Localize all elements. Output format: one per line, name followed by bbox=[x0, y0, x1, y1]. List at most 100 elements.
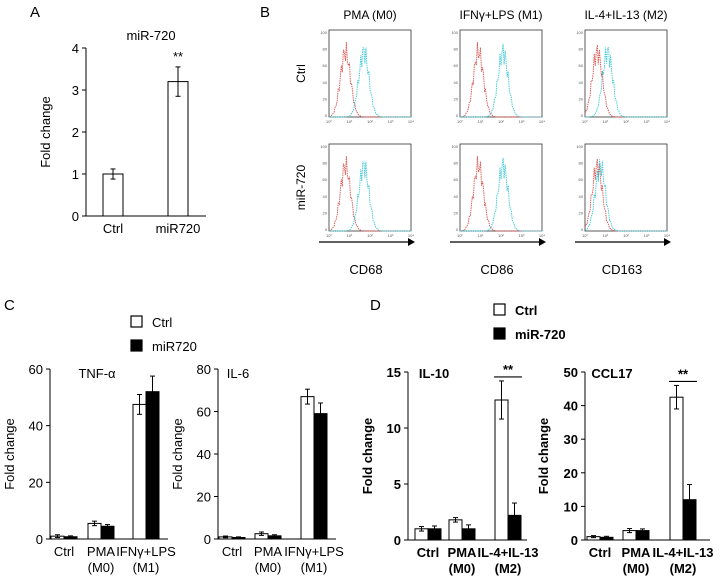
y-tick-label: 3 bbox=[72, 83, 79, 98]
chart-title: CCL17 bbox=[591, 366, 632, 381]
y-tick-label: 10 bbox=[387, 421, 401, 436]
histogram-x-tick: 10² bbox=[623, 119, 629, 124]
histogram-y-tick: 40 bbox=[454, 194, 459, 199]
y-axis-label: Fold change bbox=[360, 418, 375, 495]
histogram-frame-0-2 bbox=[584, 29, 668, 118]
isotype-histogram-0-0 bbox=[328, 42, 411, 118]
category-label-1: PMA (M0) bbox=[622, 545, 652, 576]
stain-histogram-0-1 bbox=[460, 43, 542, 118]
stain-histogram-0-2 bbox=[585, 47, 667, 118]
condition-header-2: IL-4+IL-13 (M2) bbox=[584, 8, 667, 22]
category-label-1: PMA (M0) bbox=[448, 545, 478, 576]
histogram-x-tick: 10⁰ bbox=[582, 119, 588, 124]
histogram-x-tick: 10³ bbox=[644, 119, 650, 124]
histogram-frame-1-0 bbox=[328, 143, 412, 232]
chart-title: IL-6 bbox=[227, 366, 249, 381]
y-tick-label: 0 bbox=[72, 209, 79, 224]
y-tick-label: 15 bbox=[387, 365, 401, 380]
histogram-x-tick: 10⁰ bbox=[457, 119, 463, 124]
histogram-x-tick: 10² bbox=[367, 233, 373, 238]
isotype-histogram-1-1 bbox=[459, 156, 542, 232]
legend-swatch-1 bbox=[130, 339, 143, 352]
histogram-y-tick: 40 bbox=[323, 80, 328, 85]
histogram-x-tick: 10³ bbox=[388, 119, 394, 124]
legend-label-1: miR720 bbox=[152, 339, 197, 354]
bar-fold-change-1 bbox=[167, 81, 189, 217]
row-label-0: Ctrl bbox=[294, 64, 308, 83]
stain-histogram-1-1 bbox=[460, 157, 542, 232]
category-label-0: Ctrl bbox=[54, 544, 74, 559]
category-label-0: Ctrl bbox=[103, 221, 123, 236]
y-tick-label: 10 bbox=[564, 499, 578, 514]
legend-swatch-1 bbox=[493, 327, 506, 340]
bar-fold-change-0 bbox=[102, 173, 124, 217]
histogram-frame-0-1 bbox=[459, 29, 543, 118]
chart-mir720-fold-change: 0 1 2 3 4 Fold change miR-720 Ctrl miR720 ** bbox=[38, 28, 206, 236]
histogram-x-tick: 10¹ bbox=[603, 233, 609, 238]
legend-swatch-0 bbox=[130, 315, 143, 328]
histogram-x-tick: 10¹ bbox=[478, 233, 484, 238]
row-label-1: miR-720 bbox=[294, 165, 308, 211]
histogram-x-tick: 10⁴ bbox=[408, 119, 414, 124]
histogram-frame-1-1 bbox=[459, 143, 543, 232]
panel-letter-a: A bbox=[30, 4, 40, 21]
y-tick-label: 4 bbox=[72, 41, 79, 56]
y-tick-label: 1 bbox=[72, 167, 79, 182]
chart-title: miR-720 bbox=[126, 28, 175, 43]
chart-title: IL-10 bbox=[419, 366, 449, 381]
histogram-y-tick: 40 bbox=[579, 194, 584, 199]
histogram-y-tick: 0 bbox=[456, 227, 459, 232]
y-tick-label: 40 bbox=[564, 399, 578, 414]
histogram-x-tick: 10² bbox=[498, 233, 504, 238]
significance-marker: ** bbox=[173, 49, 183, 64]
histogram-x-tick: 10⁴ bbox=[408, 233, 414, 238]
y-axis-label: Fold change bbox=[2, 418, 17, 490]
category-label-1: PMA (M0) bbox=[254, 544, 283, 575]
y-tick-label: 20 bbox=[29, 475, 43, 490]
marker-label-1: CD86 bbox=[480, 262, 513, 277]
histogram-y-tick: 20 bbox=[454, 210, 459, 215]
panel-letter-c: C bbox=[4, 297, 15, 314]
y-axis-label: Fold change bbox=[536, 418, 551, 495]
histogram-y-tick: 100 bbox=[451, 144, 458, 149]
y-tick-label: 60 bbox=[29, 362, 43, 377]
histogram-y-tick: 40 bbox=[454, 80, 459, 85]
histogram-x-tick: 10⁴ bbox=[664, 233, 670, 238]
significance-marker: ** bbox=[678, 366, 689, 381]
bar-ctrl-2 bbox=[494, 399, 509, 541]
legend-label-1: miR-720 bbox=[515, 327, 566, 342]
histogram-y-tick: 60 bbox=[323, 177, 328, 182]
bar-mir720-2 bbox=[145, 391, 160, 540]
histogram-x-tick: 10⁰ bbox=[326, 119, 332, 124]
histogram-y-tick: 60 bbox=[454, 63, 459, 68]
histogram-y-tick: 100 bbox=[576, 144, 583, 149]
category-label-1: PMA (M0) bbox=[87, 544, 116, 575]
histogram-y-tick: 100 bbox=[320, 30, 327, 35]
panel-letter-b: B bbox=[260, 4, 270, 21]
isotype-histogram-0-1 bbox=[459, 42, 542, 118]
histogram-y-tick: 60 bbox=[323, 63, 328, 68]
y-tick-label: 0 bbox=[36, 532, 43, 547]
y-tick-label: 30 bbox=[564, 432, 578, 447]
legend-label-0: Ctrl bbox=[152, 315, 172, 330]
histogram-y-tick: 20 bbox=[323, 210, 328, 215]
histogram-y-tick: 80 bbox=[323, 161, 328, 166]
y-tick-label: 40 bbox=[29, 419, 43, 434]
histogram-y-tick: 80 bbox=[323, 47, 328, 52]
histogram-y-tick: 0 bbox=[581, 113, 584, 118]
histogram-y-tick: 20 bbox=[454, 96, 459, 101]
y-tick-label: 20 bbox=[197, 490, 211, 505]
panel-letter-d: D bbox=[370, 297, 381, 314]
bar-ctrl-2 bbox=[132, 403, 147, 540]
histogram-frame-1-2 bbox=[584, 143, 668, 232]
stain-histogram-0-0 bbox=[329, 47, 411, 118]
category-label-0: Ctrl bbox=[589, 545, 611, 560]
y-tick-label: 0 bbox=[571, 533, 578, 548]
legend-panel-c: Ctrl miR720 bbox=[130, 315, 197, 354]
category-label-2: IL-4+IL-13 (M2) bbox=[652, 545, 713, 576]
histogram-y-tick: 80 bbox=[579, 161, 584, 166]
condition-header-1: IFNγ+LPS (M1) bbox=[459, 8, 542, 22]
y-tick-label: 50 bbox=[564, 365, 578, 380]
bar-ctrl-1 bbox=[448, 519, 463, 541]
